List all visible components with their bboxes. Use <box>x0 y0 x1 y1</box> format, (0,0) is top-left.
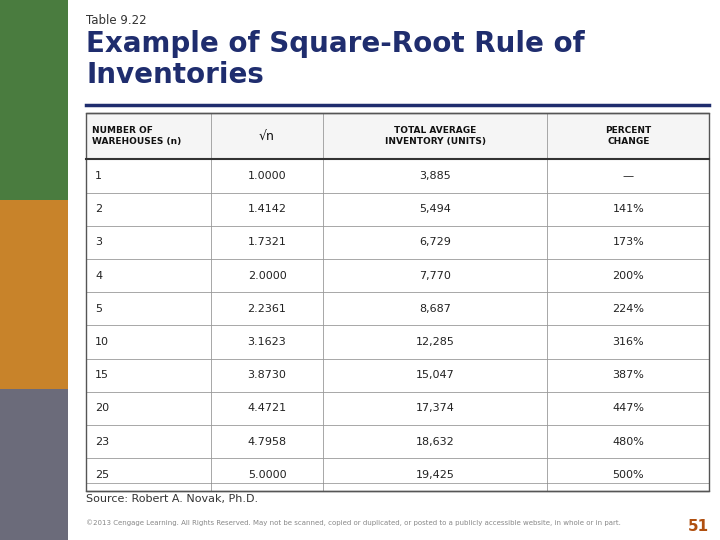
Text: Table 9.22: Table 9.22 <box>86 14 147 26</box>
Text: 2.0000: 2.0000 <box>248 271 287 281</box>
Text: —: — <box>623 171 634 181</box>
Text: 1: 1 <box>95 171 102 181</box>
Text: 224%: 224% <box>612 303 644 314</box>
Text: 5: 5 <box>95 303 102 314</box>
Text: 3.8730: 3.8730 <box>248 370 287 380</box>
Text: 141%: 141% <box>613 204 644 214</box>
Text: √n: √n <box>259 130 275 143</box>
Text: 173%: 173% <box>613 237 644 247</box>
Text: Example of Square-Root Rule of
Inventories: Example of Square-Root Rule of Inventori… <box>86 30 585 89</box>
Text: 51: 51 <box>688 519 709 535</box>
Text: 1.0000: 1.0000 <box>248 171 287 181</box>
Text: 447%: 447% <box>612 403 644 414</box>
Text: 4: 4 <box>95 271 102 281</box>
Text: ©2013 Cengage Learning. All Rights Reserved. May not be scanned, copied or dupli: ©2013 Cengage Learning. All Rights Reser… <box>86 519 621 526</box>
Text: 10: 10 <box>95 337 109 347</box>
Text: 1.7321: 1.7321 <box>248 237 287 247</box>
Text: 6,729: 6,729 <box>419 237 451 247</box>
Text: 15: 15 <box>95 370 109 380</box>
Text: 4.4721: 4.4721 <box>248 403 287 414</box>
Text: 8,687: 8,687 <box>419 303 451 314</box>
Text: 7,770: 7,770 <box>419 271 451 281</box>
Text: 25: 25 <box>95 470 109 480</box>
Text: 1.4142: 1.4142 <box>248 204 287 214</box>
Text: 19,425: 19,425 <box>415 470 454 480</box>
Text: NUMBER OF
WAREHOUSES (n): NUMBER OF WAREHOUSES (n) <box>92 126 181 146</box>
Text: 20: 20 <box>95 403 109 414</box>
Text: 5,494: 5,494 <box>419 204 451 214</box>
Text: 15,047: 15,047 <box>415 370 454 380</box>
Text: 387%: 387% <box>612 370 644 380</box>
Text: 18,632: 18,632 <box>415 436 454 447</box>
Text: 316%: 316% <box>613 337 644 347</box>
Text: PERCENT
CHANGE: PERCENT CHANGE <box>605 126 652 146</box>
Text: Source: Robert A. Novak, Ph.D.: Source: Robert A. Novak, Ph.D. <box>86 494 258 504</box>
Text: 12,285: 12,285 <box>415 337 454 347</box>
Bar <box>86 113 709 491</box>
Text: 200%: 200% <box>613 271 644 281</box>
Text: 23: 23 <box>95 436 109 447</box>
Text: 5.0000: 5.0000 <box>248 470 287 480</box>
Text: 3,885: 3,885 <box>419 171 451 181</box>
Text: 480%: 480% <box>612 436 644 447</box>
Text: TOTAL AVERAGE
INVENTORY (UNITS): TOTAL AVERAGE INVENTORY (UNITS) <box>384 126 486 146</box>
Text: 3.1623: 3.1623 <box>248 337 287 347</box>
Text: 2.2361: 2.2361 <box>248 303 287 314</box>
Text: 2: 2 <box>95 204 102 214</box>
Text: 17,374: 17,374 <box>415 403 454 414</box>
Text: 4.7958: 4.7958 <box>248 436 287 447</box>
Bar <box>86 113 709 159</box>
Text: 3: 3 <box>95 237 102 247</box>
Text: 500%: 500% <box>613 470 644 480</box>
